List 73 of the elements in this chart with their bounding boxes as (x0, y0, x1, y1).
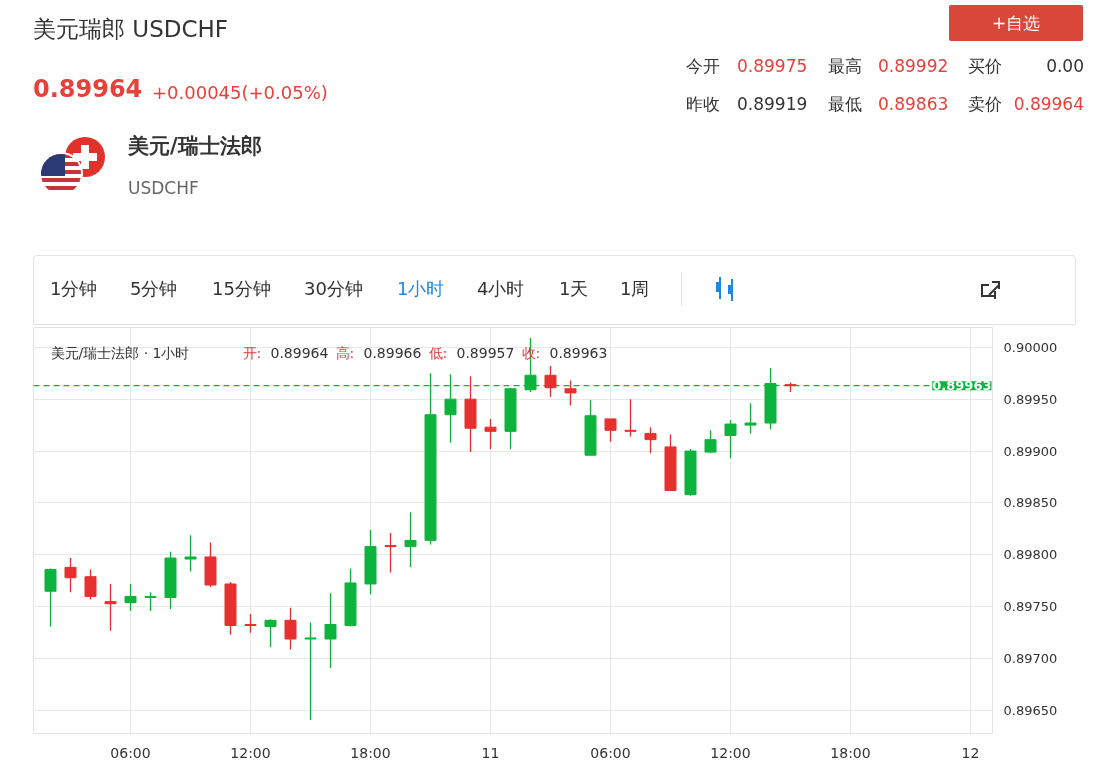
candlestick (124, 583, 137, 612)
annotation: 0.89957 (456, 344, 515, 361)
y-tick-label: 0.90000 (1003, 339, 1058, 355)
x-tick-label: 12:00 (710, 744, 751, 761)
text: 0.89964 (33, 75, 143, 104)
x-tick-label: 12:00 (230, 744, 271, 761)
candlestick (744, 402, 757, 435)
y-tick-label: 0.89700 (1003, 651, 1058, 667)
text: +自选 (949, 5, 1083, 41)
text: 卖价 (968, 94, 1002, 115)
candlestick (244, 613, 257, 634)
candlestick (144, 591, 157, 612)
annotation: 高: (335, 344, 355, 361)
x-tick-label: 06:00 (110, 744, 151, 761)
candlestick (304, 621, 317, 721)
annotation: 开: (242, 344, 262, 361)
text: 最高 (828, 56, 862, 77)
text: 0.00 (1046, 56, 1084, 77)
annotation: 0.89966 (363, 344, 422, 361)
annotation: 0.89963 (549, 344, 608, 361)
x-tick-label: 18:00 (830, 744, 871, 761)
text: 0.89964 (1013, 94, 1084, 115)
candlestick (284, 607, 297, 651)
text: 1小时 (397, 278, 445, 300)
text: 最低 (828, 94, 862, 115)
candlestick (544, 365, 557, 398)
text: 美元/瑞士法郎 (128, 134, 262, 160)
annotation: 低: (428, 344, 448, 361)
text: 1分钟 (50, 278, 98, 300)
text: 5分钟 (130, 278, 178, 300)
x-tick-label: 06:00 (590, 744, 631, 761)
y-tick-label: 0.89900 (1003, 443, 1058, 459)
ref-line-label: 0.89963 (932, 378, 992, 394)
candlestick (264, 618, 277, 648)
text: USDCHF (128, 178, 199, 199)
candlestick (404, 511, 417, 569)
text: 30分钟 (304, 278, 363, 300)
text: 0.89919 (737, 94, 808, 115)
x-tick-label: 11 (481, 744, 500, 761)
candlestick (644, 426, 657, 454)
candlestick (104, 583, 117, 632)
y-tick-label: 0.89800 (1003, 547, 1058, 563)
text: 昨收 (686, 94, 720, 115)
annotation: 美元/瑞士法郎 · 1小时 (50, 344, 190, 361)
candlestick (64, 557, 77, 593)
text: +0.00045(+0.05%) (152, 82, 328, 104)
y-tick-label: 0.89650 (1003, 703, 1058, 719)
candlestick (724, 419, 737, 459)
candlestick (184, 534, 197, 573)
candlestick (84, 568, 97, 601)
candlestick (604, 418, 617, 443)
candlestick (564, 379, 577, 407)
text: 0.89863 (878, 94, 949, 115)
candlestick (324, 592, 337, 669)
candlestick (384, 532, 397, 574)
text: 4小时 (477, 278, 525, 300)
x-tick-label: 18:00 (350, 744, 391, 761)
y-tick-label: 0.89950 (1003, 391, 1058, 407)
text: 今开 (686, 56, 720, 77)
y-tick-label: 0.89750 (1003, 599, 1058, 615)
candlestick (44, 567, 57, 628)
candlestick (624, 398, 637, 438)
text: 1周 (620, 278, 650, 300)
y-tick-label: 0.89850 (1003, 495, 1058, 511)
text: 0.89992 (878, 56, 949, 77)
candlestick (484, 418, 497, 450)
chart-title: 美元瑞郎 USDCHF (33, 16, 229, 44)
text: 15分钟 (212, 278, 271, 300)
text: 买价 (968, 56, 1002, 77)
text: 1天 (559, 278, 589, 300)
annotation: 0.89964 (270, 344, 329, 361)
x-tick-label: 12 (961, 744, 980, 761)
text: 0.89975 (737, 56, 808, 77)
